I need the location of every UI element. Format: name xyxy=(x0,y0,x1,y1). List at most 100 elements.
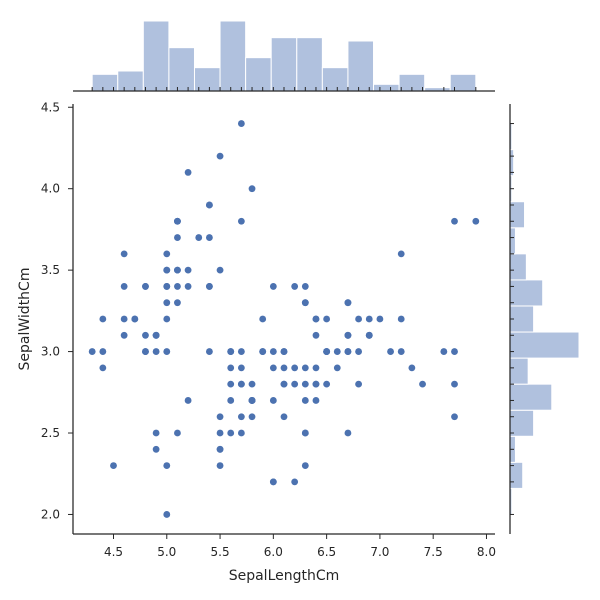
x-hist-bar xyxy=(373,83,400,92)
scatter-point xyxy=(312,364,320,372)
scatter-point xyxy=(195,234,203,241)
y-hist-bar xyxy=(509,253,527,281)
scatter-point xyxy=(163,283,171,290)
scatter-point xyxy=(323,380,331,388)
scatter-point xyxy=(120,283,128,290)
scatter-point xyxy=(387,348,394,355)
scatter-point xyxy=(451,217,458,225)
scatter-point xyxy=(227,380,235,388)
x-hist-bar xyxy=(245,57,272,92)
y-tick-label: 4.5 xyxy=(41,100,60,114)
y-marginal-histogram xyxy=(509,104,580,534)
x-hist-bar xyxy=(296,37,323,92)
scatter-point xyxy=(163,462,171,469)
scatter-point xyxy=(163,299,171,307)
scatter-point xyxy=(291,380,299,388)
scatter-point xyxy=(280,380,288,388)
scatter-point xyxy=(280,413,288,421)
scatter-point xyxy=(110,462,117,469)
scatter-point xyxy=(99,348,107,355)
scatter-point xyxy=(365,315,373,323)
scatter-point xyxy=(142,331,149,339)
x-tick-label: 5.0 xyxy=(157,545,176,559)
scatter-point xyxy=(184,266,192,274)
y-hist-bar xyxy=(509,409,535,437)
scatter-point xyxy=(440,348,448,355)
scatter-point xyxy=(259,348,267,355)
scatter-point xyxy=(291,364,299,372)
scatter-point xyxy=(291,283,299,290)
scatter-point xyxy=(216,266,224,274)
scatter-point xyxy=(269,364,277,372)
x-tick-label: 6.5 xyxy=(317,545,336,559)
y-axis-ticks: 2.0 2.5 3.0 3.5 4.0 4.5 xyxy=(41,100,73,521)
scatter-point xyxy=(333,348,341,355)
scatter-point xyxy=(152,331,160,339)
scatter-point xyxy=(163,511,171,518)
scatter-point xyxy=(216,445,224,453)
scatter-point xyxy=(419,380,426,388)
scatter-point xyxy=(451,413,458,421)
scatter-point xyxy=(333,364,341,372)
y-hist-bar xyxy=(509,279,544,307)
scatter-point xyxy=(227,397,235,404)
scatter-point xyxy=(174,283,181,290)
scatter-point xyxy=(408,364,416,372)
scatter-point xyxy=(312,397,320,404)
scatter-point xyxy=(301,429,309,437)
scatter-point xyxy=(184,169,192,176)
scatter-point xyxy=(237,413,245,421)
scatter-point xyxy=(312,331,320,339)
scatter-point xyxy=(301,397,309,404)
scatter-point xyxy=(312,380,320,388)
scatter-point xyxy=(259,315,267,323)
scatter-point xyxy=(323,348,331,355)
x-axis-ticks: 4.5 5.0 5.5 6.0 6.5 7.0 7.5 8.0 xyxy=(104,534,496,559)
y-tick-label: 4.0 xyxy=(41,182,60,196)
scatter-point xyxy=(365,331,373,339)
scatter-point xyxy=(227,364,235,372)
scatter-point xyxy=(88,348,96,355)
scatter-point xyxy=(206,234,213,241)
x-hist-bar xyxy=(219,20,247,92)
scatter-point xyxy=(152,348,160,355)
scatter-point xyxy=(206,201,213,209)
scatter-point xyxy=(301,462,309,469)
scatter-point xyxy=(184,397,192,404)
scatter-point xyxy=(227,348,235,355)
scatter-point xyxy=(301,299,309,307)
scatter-point xyxy=(216,429,224,437)
x-axis-label: SepalLengthCm xyxy=(229,568,340,584)
x-tick-label: 8.0 xyxy=(477,545,496,559)
scatter-point xyxy=(248,380,256,388)
scatter-point xyxy=(269,283,277,290)
scatter-point xyxy=(163,315,171,323)
scatter-point xyxy=(174,234,181,241)
y-hist-bar xyxy=(509,357,529,385)
scatter-point xyxy=(142,283,149,290)
x-tick-label: 7.5 xyxy=(424,545,443,559)
scatter-point xyxy=(184,283,192,290)
scatter-point xyxy=(312,315,320,323)
scatter-point xyxy=(472,217,480,225)
scatter-point xyxy=(397,348,405,355)
scatter-point xyxy=(451,348,458,355)
scatter-point xyxy=(269,397,277,404)
y-tick-label: 2.0 xyxy=(41,507,60,521)
scatter-point xyxy=(216,152,224,160)
y-tick-label: 2.5 xyxy=(41,426,60,440)
scatter-point xyxy=(355,348,362,355)
scatter-point xyxy=(344,348,352,355)
y-axis-label: SepalWidthCm xyxy=(17,268,33,371)
scatter-point xyxy=(120,315,128,323)
x-hist-bar xyxy=(142,20,170,92)
x-hist-bar xyxy=(347,40,375,92)
scatter-point xyxy=(237,348,245,355)
y-hist-bar xyxy=(509,331,580,359)
scatter-point xyxy=(323,315,331,323)
scatter-point xyxy=(376,315,384,323)
scatter-point xyxy=(301,380,309,388)
y-hist-bar xyxy=(509,201,526,229)
